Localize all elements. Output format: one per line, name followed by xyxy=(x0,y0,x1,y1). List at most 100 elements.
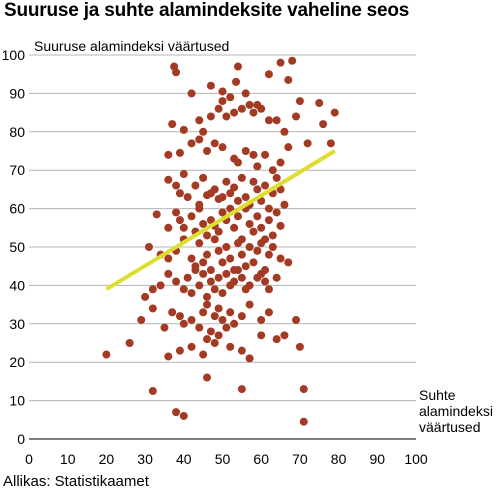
data-point xyxy=(257,223,266,232)
data-point xyxy=(102,350,111,359)
data-point xyxy=(175,148,184,157)
data-point xyxy=(210,235,219,244)
data-point xyxy=(199,219,208,228)
data-point xyxy=(179,223,188,232)
data-point xyxy=(222,243,231,251)
data-point xyxy=(172,181,181,190)
data-points xyxy=(102,56,339,426)
x-tick-label: 60 xyxy=(253,451,269,467)
data-point xyxy=(284,75,293,84)
data-point xyxy=(218,258,227,267)
data-point xyxy=(272,208,281,217)
data-point xyxy=(233,62,242,71)
data-point xyxy=(195,116,204,125)
scatter-chart: 0 10 20 30 40 50 60 70 80 90 100 0 10 20 30 40 50 60 70 80… xyxy=(2,38,493,467)
source-note: Allikas: Statistikaamet xyxy=(3,473,149,490)
data-point xyxy=(175,189,184,198)
y-axis-label: Suuruse alamindeksi väärtused xyxy=(34,38,229,54)
data-point xyxy=(245,300,254,309)
data-point xyxy=(203,231,212,240)
data-point xyxy=(210,285,219,294)
data-point xyxy=(164,175,173,184)
data-point xyxy=(195,281,204,290)
data-point xyxy=(203,373,212,382)
data-point xyxy=(222,323,231,332)
data-point xyxy=(299,417,308,426)
y-tick-label: 0 xyxy=(17,431,25,447)
data-point xyxy=(276,185,285,194)
data-point xyxy=(299,385,308,394)
data-point xyxy=(164,150,173,159)
y-tick-label: 50 xyxy=(9,239,25,255)
data-point xyxy=(237,250,246,259)
data-point xyxy=(241,147,250,155)
data-point xyxy=(280,127,289,136)
data-point xyxy=(222,269,231,278)
data-point xyxy=(257,315,266,324)
x-tick-label: 70 xyxy=(292,451,308,467)
data-point xyxy=(292,315,301,324)
data-point xyxy=(284,258,293,267)
data-point xyxy=(268,231,277,240)
data-point xyxy=(241,262,250,271)
y-tick-label: 30 xyxy=(9,316,25,332)
data-point xyxy=(210,139,219,148)
data-point xyxy=(214,331,223,340)
data-point xyxy=(226,254,235,263)
data-point xyxy=(179,170,188,179)
data-point xyxy=(187,315,196,324)
data-point xyxy=(179,285,188,294)
data-point xyxy=(199,308,208,317)
x-tick-label: 0 xyxy=(25,451,33,467)
data-point xyxy=(206,327,215,336)
data-point xyxy=(233,212,242,221)
data-point xyxy=(199,127,208,136)
data-point xyxy=(210,185,219,194)
y-tick-label: 70 xyxy=(9,162,25,178)
data-point xyxy=(276,158,285,167)
data-point xyxy=(179,411,188,420)
data-point xyxy=(237,104,246,113)
data-point xyxy=(214,304,223,313)
data-point xyxy=(245,219,254,228)
data-point xyxy=(183,193,192,202)
y-tick-label: 100 xyxy=(2,47,26,63)
data-point xyxy=(210,312,219,321)
data-point xyxy=(191,266,200,275)
data-point xyxy=(245,354,254,363)
data-point xyxy=(230,183,239,192)
data-point xyxy=(206,81,215,90)
data-point xyxy=(164,352,173,361)
data-point xyxy=(183,273,192,282)
data-point xyxy=(206,112,215,121)
data-point xyxy=(245,100,254,109)
data-point xyxy=(179,319,188,328)
data-point xyxy=(241,89,250,98)
data-point xyxy=(148,304,157,313)
data-point xyxy=(206,216,215,225)
data-point xyxy=(226,342,235,351)
data-point xyxy=(141,292,150,301)
data-point xyxy=(172,277,181,286)
data-point xyxy=(249,177,258,186)
x-axis-label-line: Suhte xyxy=(419,387,456,403)
data-point xyxy=(195,135,204,144)
data-point xyxy=(230,108,239,117)
data-point xyxy=(237,346,246,355)
data-point xyxy=(261,150,270,159)
data-point xyxy=(195,323,204,332)
data-point xyxy=(230,277,239,286)
data-point xyxy=(203,147,212,155)
data-point xyxy=(175,312,184,321)
data-point xyxy=(233,196,242,205)
data-point xyxy=(330,108,339,117)
data-point xyxy=(237,173,246,182)
data-point xyxy=(237,385,246,394)
data-point xyxy=(160,323,169,332)
data-point xyxy=(280,200,289,209)
data-point xyxy=(253,246,262,255)
data-point xyxy=(295,97,304,106)
data-point xyxy=(168,308,177,317)
data-point xyxy=(326,139,335,148)
